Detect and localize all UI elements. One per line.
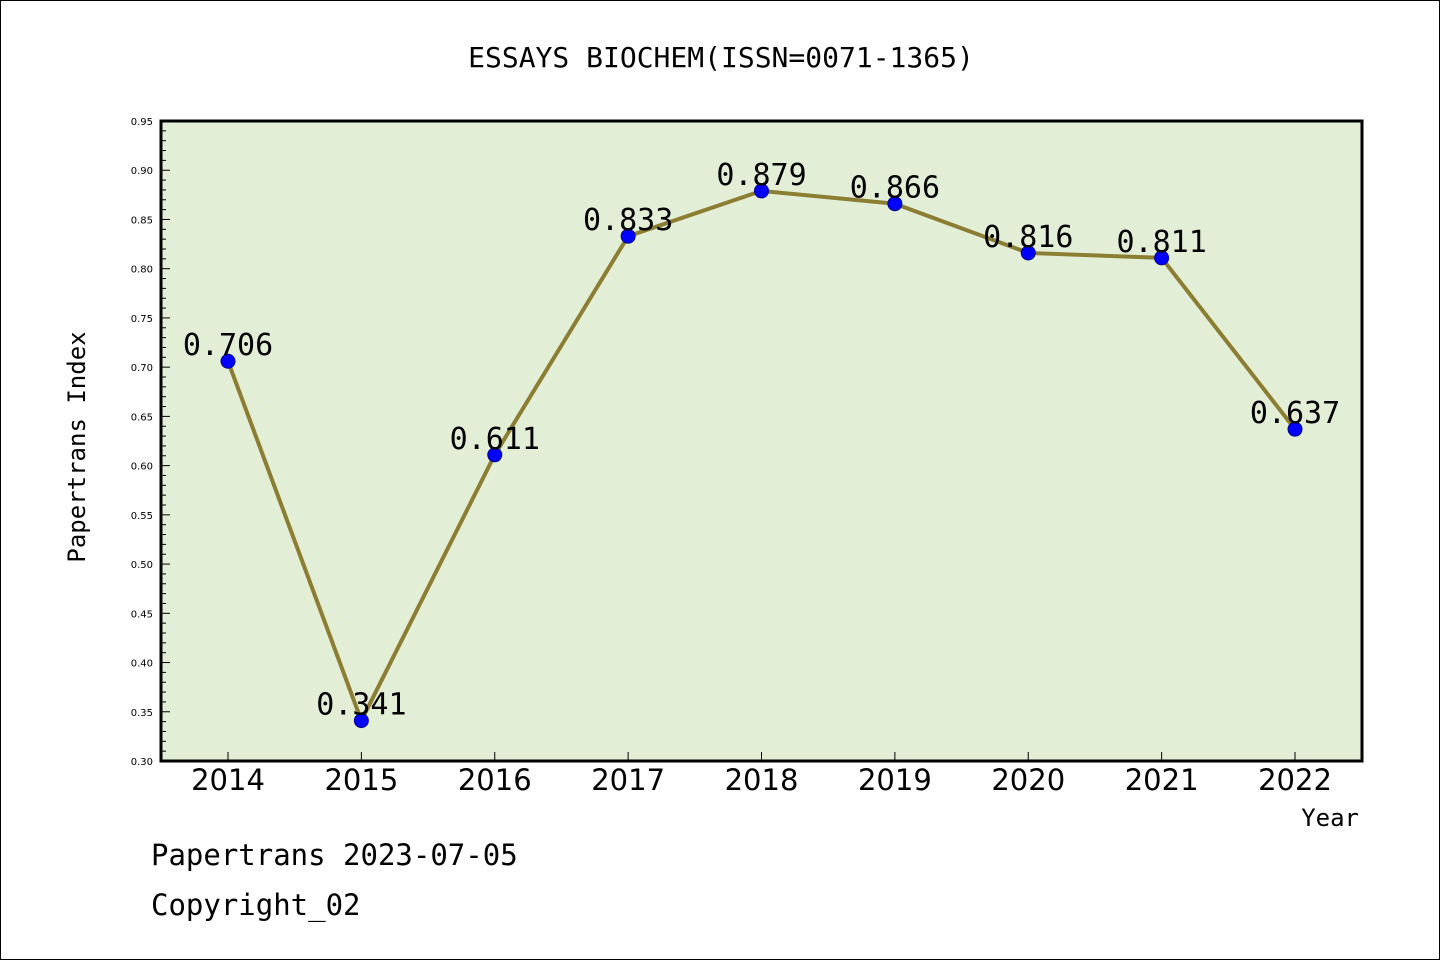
data-label: 0.611 [450, 422, 540, 457]
y-tick-label: 0.50 [131, 560, 153, 571]
x-axis-label: Year [1301, 804, 1359, 832]
data-point [887, 196, 903, 212]
y-axis: 0.30 0.35 0.40 0.45 0.50 0.55 0.60 0.65 0.70 0.75… [131, 117, 170, 768]
series-layer: 0.706 0.341 0.611 0.833 0.879 0.866 0.816 0.811… [183, 158, 1340, 729]
y-tick-label: 0.75 [131, 314, 153, 325]
y-tick-label: 0.85 [131, 215, 153, 226]
x-tick-label: 2017 [591, 763, 665, 797]
data-label: 0.833 [583, 203, 673, 238]
x-axis: 2014 2015 2016 2017 2018 2019 2020 2021 2022 [191, 752, 1332, 797]
y-tick-label: 0.55 [131, 511, 153, 522]
plot-area [159, 119, 1364, 763]
data-point [487, 447, 503, 463]
y-tick-label: 0.95 [131, 117, 153, 128]
y-tick-label: 0.30 [131, 757, 153, 768]
footer-date: Papertrans 2023-07-05 [151, 838, 518, 872]
x-tick-label: 2016 [458, 763, 532, 797]
data-label: 0.811 [1116, 225, 1206, 260]
footer-copyright: Copyright_02 [151, 888, 361, 923]
y-axis-label: Papertrans Index [63, 331, 91, 562]
data-label: 0.706 [183, 328, 273, 363]
data-label: 0.637 [1250, 396, 1340, 431]
data-point [353, 713, 369, 729]
x-tick-label: 2018 [725, 763, 799, 797]
y-tick-label: 0.70 [131, 363, 153, 374]
x-tick-label: 2019 [858, 763, 932, 797]
x-tick-label: 2020 [991, 763, 1065, 797]
data-point [1154, 250, 1170, 266]
y-tick-label: 0.60 [131, 462, 153, 473]
chart-title: ESSAYS BIOCHEM(ISSN=0071-1365) [468, 41, 974, 74]
data-label: 0.879 [716, 158, 806, 193]
data-label: 0.866 [850, 171, 940, 206]
data-point [754, 183, 769, 199]
y-tick-label: 0.40 [131, 659, 153, 670]
data-label: 0.816 [983, 220, 1073, 255]
y-tick-label: 0.45 [131, 609, 153, 620]
y-tick-label: 0.80 [131, 265, 153, 276]
data-point [1020, 245, 1036, 261]
y-tick-label: 0.90 [131, 166, 153, 177]
x-tick-label: 2015 [324, 763, 398, 797]
x-tick-label: 2022 [1258, 763, 1332, 797]
y-tick-label: 0.65 [131, 412, 153, 423]
data-point [1287, 421, 1303, 437]
x-tick-label: 2014 [191, 763, 265, 797]
x-tick-label: 2021 [1125, 763, 1199, 797]
data-point [620, 228, 636, 244]
y-tick-label: 0.35 [131, 708, 153, 719]
data-point [220, 353, 236, 369]
data-label: 0.341 [316, 688, 406, 723]
